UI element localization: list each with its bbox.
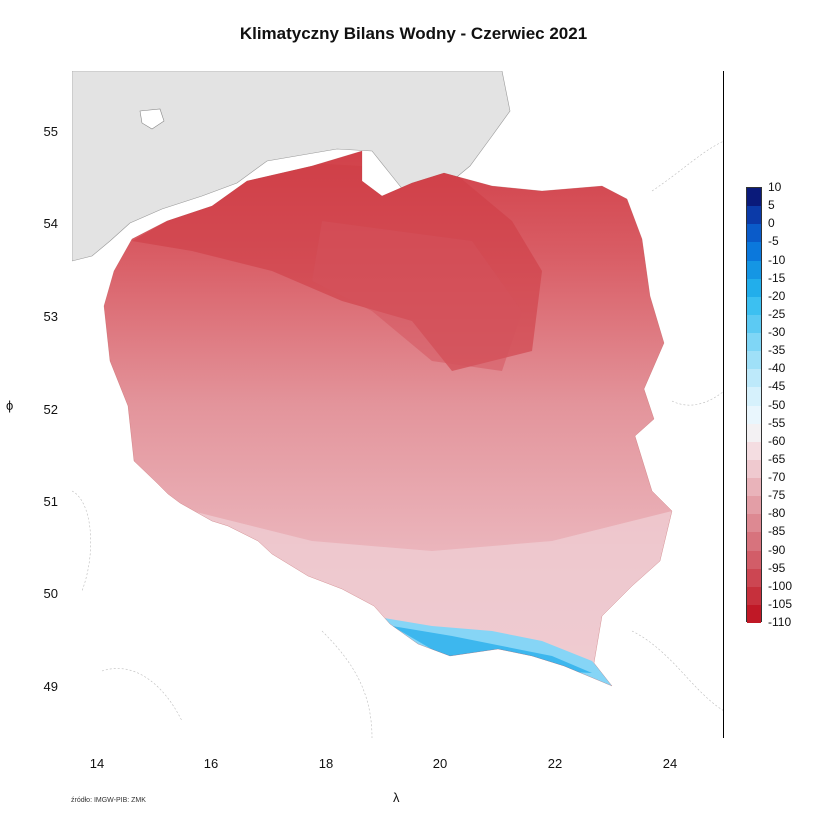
- x-tick-16: 16: [203, 756, 219, 771]
- legend-label: -5: [768, 234, 779, 249]
- island-outline: [139, 108, 165, 130]
- source-note: źródło: IMGW-PIB: ZMK: [71, 797, 146, 804]
- y-tick-50: 50: [43, 586, 58, 601]
- legend-swatch: [747, 604, 761, 623]
- legend-swatch: [747, 478, 761, 497]
- x-axis-title: λ: [393, 790, 400, 805]
- legend-swatch: [747, 459, 761, 478]
- legend-swatch: [747, 206, 761, 225]
- legend-label: -35: [768, 343, 786, 358]
- poland-border: [103, 150, 673, 687]
- legend-swatch: [747, 568, 761, 587]
- legend-label: -25: [768, 306, 786, 321]
- x-tick-18: 18: [318, 756, 334, 771]
- legend-label: -40: [768, 361, 786, 376]
- legend-label: -20: [768, 288, 786, 303]
- y-tick-51: 51: [43, 494, 58, 509]
- legend-swatch: [747, 441, 761, 460]
- legend-swatch: [747, 514, 761, 533]
- map-title: Klimatyczny Bilans Wodny - Czerwiec 2021: [239, 24, 588, 43]
- y-axis-title: ϕ: [6, 398, 14, 413]
- y-tick-49: 49: [43, 679, 58, 694]
- legend-label: -30: [768, 325, 786, 339]
- y-tick-53: 53: [43, 309, 58, 324]
- legend-label: -85: [768, 524, 786, 539]
- legend-label: -95: [768, 560, 786, 575]
- legend-label: -90: [768, 542, 786, 557]
- legend-label: -75: [768, 488, 786, 503]
- legend-swatch: [747, 242, 761, 261]
- legend-swatch: [747, 278, 761, 297]
- y-tick-52: 52: [43, 402, 58, 417]
- legend-swatch: [747, 369, 761, 388]
- legend-label: -105: [768, 596, 793, 611]
- baltic-sea-area: [72, 71, 511, 262]
- legend-swatch: [747, 532, 761, 551]
- y-tick-54: 54: [43, 216, 58, 231]
- plot-right-border: [723, 71, 724, 738]
- legend-label: -60: [768, 433, 786, 448]
- legend-label: -15: [768, 270, 786, 285]
- x-tick-22: 22: [547, 756, 563, 771]
- legend-swatch: [747, 260, 761, 279]
- legend-swatch: [747, 586, 761, 605]
- legend-swatch: [747, 405, 761, 424]
- legend-label: 10: [768, 180, 782, 194]
- legend-label: -65: [768, 451, 786, 466]
- legend-label: -80: [768, 506, 786, 521]
- neighbour-borders: [72, 140, 724, 738]
- legend-label: 0: [768, 216, 775, 231]
- x-tick-24: 24: [662, 756, 678, 771]
- y-tick-55: 55: [43, 124, 58, 139]
- legend-label: -50: [768, 397, 786, 412]
- legend-label: -70: [768, 470, 786, 484]
- legend-swatch: [747, 333, 761, 352]
- x-tick-14: 14: [89, 756, 105, 771]
- legend-swatch: [747, 314, 761, 333]
- color-legend: [746, 187, 762, 623]
- map-canvas: [72, 71, 724, 738]
- legend-label: 5: [768, 198, 775, 213]
- map-plot-area: [72, 71, 724, 738]
- legend-label: -100: [768, 578, 793, 593]
- legend-label: -110: [768, 615, 792, 629]
- legend-swatch: [747, 387, 761, 406]
- legend-swatch: [747, 550, 761, 569]
- legend-label: -55: [768, 415, 786, 430]
- legend-label: -45: [768, 379, 786, 394]
- legend-swatch: [747, 296, 761, 315]
- legend-swatch: [747, 423, 761, 442]
- x-tick-20: 20: [432, 756, 448, 771]
- legend-swatch: [747, 496, 761, 515]
- legend-label: -10: [768, 252, 786, 267]
- legend-swatch: [747, 351, 761, 370]
- legend-swatch: [747, 188, 761, 207]
- legend-swatch: [747, 224, 761, 243]
